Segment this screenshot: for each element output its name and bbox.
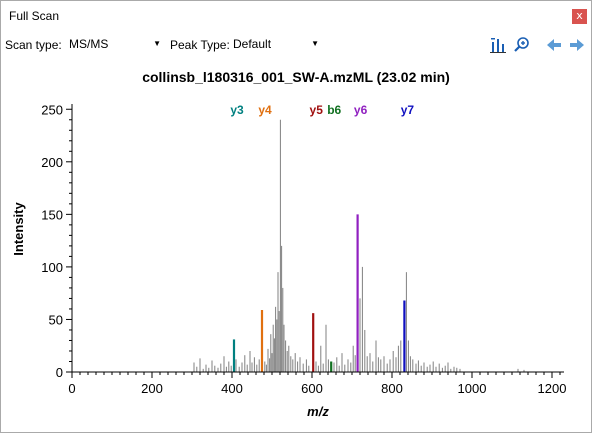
back-arrow-icon[interactable] [545, 36, 563, 54]
scan-type-value: MS/MS [69, 35, 108, 53]
x-tick-label: 800 [381, 381, 403, 396]
chevron-down-icon: ▼ [311, 35, 319, 53]
close-button[interactable]: x [572, 9, 587, 24]
chevron-down-icon: ▼ [153, 35, 161, 53]
peak-type-dropdown[interactable]: Default ▼ [229, 35, 323, 53]
scan-type-dropdown[interactable]: MS/MS ▼ [65, 35, 165, 53]
annotations-layer: y3 y4 y5 b6 y6 y7 [230, 103, 414, 372]
axes-layer: 0 200 400 600 800 1000 1200 0 50 100 150 200 250 [41, 102, 566, 396]
x-tick-label: 400 [221, 381, 243, 396]
ion-label-y5: y5 [310, 103, 324, 117]
y-tick-label: 150 [41, 207, 63, 222]
x-tick-label: 0 [68, 381, 75, 396]
spectrum-chart[interactable]: collinsb_l180316_001_SW-A.mzML (23.02 mi… [1, 59, 591, 429]
window-title: Full Scan [9, 9, 59, 23]
ion-label-y7: y7 [401, 103, 415, 117]
y-tick-label: 0 [56, 365, 63, 380]
x-tick-label: 600 [301, 381, 323, 396]
y-tick-label: 50 [49, 312, 63, 327]
ion-label-y3: y3 [230, 103, 244, 117]
x-tick-label: 1000 [458, 381, 487, 396]
x-tick-label: 200 [141, 381, 163, 396]
x-tick-label: 1200 [538, 381, 567, 396]
title-bar[interactable]: Full Scan x [1, 1, 591, 31]
y-tick-label: 250 [41, 102, 63, 117]
toolbar: Scan type: MS/MS ▼ Peak Type: Default ▼ [1, 32, 591, 56]
forward-arrow-icon[interactable] [568, 36, 586, 54]
peak-type-value: Default [233, 35, 271, 53]
scan-type-label: Scan type: [5, 38, 62, 52]
ion-label-y6: y6 [354, 103, 368, 117]
y-axis-label: Intensity [11, 202, 26, 256]
chart-title: collinsb_l180316_001_SW-A.mzML (23.02 mi… [142, 69, 450, 85]
y-tick-label: 100 [41, 260, 63, 275]
zoom-icon[interactable] [513, 36, 531, 54]
bar-chart-icon[interactable] [489, 36, 507, 54]
x-axis-label: m/z [307, 404, 329, 419]
ion-label-y4: y4 [258, 103, 272, 117]
peaks-layer [194, 120, 524, 372]
ion-label-b6: b6 [327, 103, 341, 117]
y-tick-label: 200 [41, 155, 63, 170]
peak-type-label: Peak Type: [170, 38, 230, 52]
